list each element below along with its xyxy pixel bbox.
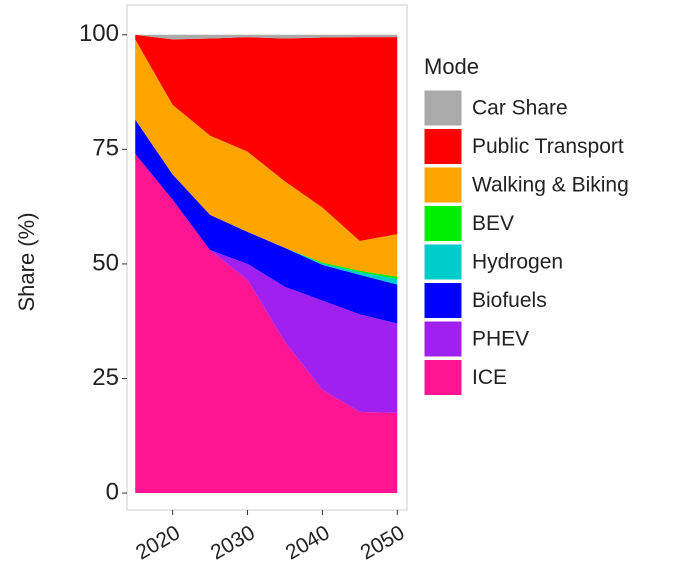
legend-swatch <box>423 166 463 204</box>
legend-swatch <box>423 320 463 358</box>
area <box>135 119 398 324</box>
legend-label: Biofuels <box>472 289 547 312</box>
legend-swatch <box>423 205 463 242</box>
area <box>135 34 398 242</box>
y-tick-label: 50 <box>92 249 119 276</box>
y-tick-label: 100 <box>79 20 119 47</box>
area <box>135 153 398 413</box>
legend-swatch <box>423 282 463 319</box>
y-tick-label: 25 <box>92 364 119 391</box>
x-tick-label: 2050 <box>357 521 409 563</box>
legend-swatch <box>423 359 463 396</box>
x-tick-label: 2020 <box>132 521 184 563</box>
legend-label: Walking & Biking <box>472 174 629 197</box>
legend-label: Hydrogen <box>472 251 563 274</box>
legend-label: BEV <box>472 212 514 235</box>
legend-label: PHEV <box>472 328 529 351</box>
y-tick-label: 0 <box>106 478 119 505</box>
legend-label: Public Transport <box>472 135 624 158</box>
legend-label: Car Share <box>472 97 568 120</box>
y-tick-label: 75 <box>92 135 119 162</box>
x-tick-label: 2040 <box>282 521 334 563</box>
legend-swatch <box>423 89 463 127</box>
area <box>135 34 398 40</box>
legend-title: Mode <box>424 54 479 79</box>
legend-label: ICE <box>472 366 507 389</box>
area <box>135 39 398 277</box>
x-tick-label: 2030 <box>207 521 259 563</box>
y-axis-label: Share (%) <box>14 212 39 311</box>
legend-swatch <box>423 243 463 281</box>
area <box>135 153 398 494</box>
legend-swatch <box>423 128 463 165</box>
